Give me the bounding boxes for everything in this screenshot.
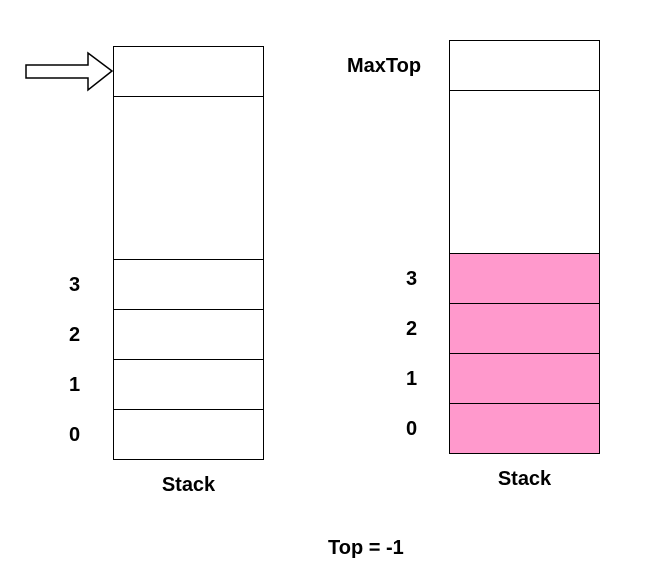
left-stack-top-cell — [113, 46, 264, 97]
right-stack-maxtop-cell — [449, 40, 600, 91]
arrow-right-icon — [25, 51, 114, 92]
right-stack-cell-1 — [449, 353, 600, 404]
right-stack-caption: Stack — [497, 468, 552, 490]
right-index-2: 2 — [406, 318, 418, 340]
maxtop-label: MaxTop — [347, 55, 422, 77]
left-stack — [113, 46, 264, 460]
right-stack-cell-3 — [449, 253, 600, 304]
left-stack-cell-3 — [113, 259, 264, 310]
left-stack-caption: Stack — [161, 474, 216, 496]
left-index-3: 3 — [69, 274, 81, 296]
right-index-1: 1 — [406, 368, 418, 390]
right-stack — [449, 40, 600, 454]
right-index-3: 3 — [406, 268, 418, 290]
left-index-0: 0 — [69, 424, 81, 446]
right-index-0: 0 — [406, 418, 418, 440]
left-index-2: 2 — [69, 324, 81, 346]
left-index-1: 1 — [69, 374, 81, 396]
left-stack-cell-1 — [113, 359, 264, 410]
top-value-text: Top = -1 — [328, 537, 404, 559]
right-stack-cell-0 — [449, 403, 600, 454]
left-stack-cell-0 — [113, 409, 264, 460]
left-stack-cell-2 — [113, 309, 264, 360]
right-stack-cell-2 — [449, 303, 600, 354]
